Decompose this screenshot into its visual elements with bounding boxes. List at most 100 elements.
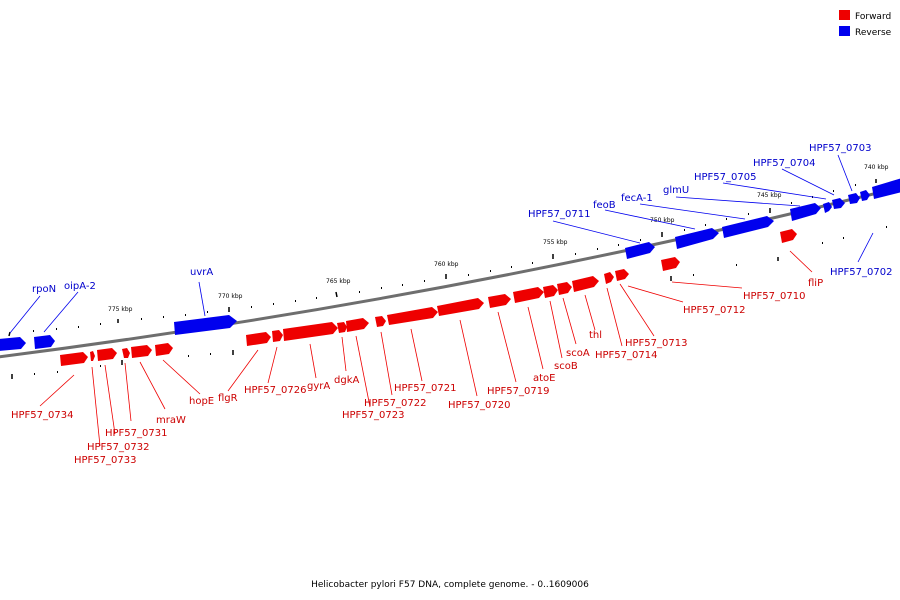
- gene-label-HPF57_0734[interactable]: HPF57_0734: [11, 410, 73, 421]
- gene-label-glmU[interactable]: glmU: [663, 185, 689, 196]
- gene-label-feoB[interactable]: feoB: [593, 200, 616, 211]
- gene-label-uvrA[interactable]: uvrA: [190, 267, 213, 278]
- gene-arrow-HPF57_0719[interactable]: [488, 294, 511, 308]
- gene-arrow-HPF57_0733[interactable]: [90, 351, 95, 361]
- reverse-genes: [0, 178, 900, 351]
- gene-arrow-atoE[interactable]: [513, 287, 544, 303]
- gene-arrow-gyrA[interactable]: [283, 322, 338, 341]
- minor-tick: [791, 202, 792, 204]
- gene-arrow-rpoN[interactable]: [0, 337, 26, 351]
- gene-arrow-HPF57_0702[interactable]: [872, 178, 900, 199]
- minor-tick: [185, 314, 186, 316]
- gene-arrow-HPF57_0734[interactable]: [60, 352, 88, 366]
- minor-tick: [618, 244, 619, 246]
- gene-arrow-HPF57_0705[interactable]: [823, 202, 832, 213]
- leader-line: [9, 295, 41, 334]
- genome-backbone: [0, 185, 900, 359]
- gene-arrow-mraW[interactable]: [131, 345, 152, 358]
- gene-label-oipA-2[interactable]: oipA-2: [64, 281, 96, 292]
- gene-label-HPF57_0705[interactable]: HPF57_0705: [694, 172, 756, 183]
- gene-label-HPF57_0722[interactable]: HPF57_0722: [364, 398, 426, 409]
- gene-arrow-oipA-2[interactable]: [34, 335, 55, 349]
- leader-line: [198, 281, 206, 317]
- leader-line: [162, 359, 201, 395]
- gene-label-dgkA[interactable]: dgkA: [334, 375, 359, 386]
- gene-label-HPF57_0719[interactable]: HPF57_0719: [487, 386, 549, 397]
- gene-label-flgR[interactable]: flgR: [218, 393, 238, 404]
- gene-label-HPF57_0713[interactable]: HPF57_0713: [625, 338, 687, 349]
- leader-line: [562, 297, 577, 345]
- gene-label-HPF57_0732[interactable]: HPF57_0732: [87, 442, 149, 453]
- gene-arrow-HPF57_0720[interactable]: [437, 298, 484, 316]
- gene-label-atoE[interactable]: atoE: [533, 373, 556, 384]
- leader-line: [722, 182, 827, 200]
- gene-arrow-dgkA[interactable]: [337, 322, 347, 333]
- leader-line: [671, 281, 743, 289]
- gene-arrow-HPF57_0703[interactable]: [848, 193, 860, 204]
- tick-label: 775 kbp: [108, 306, 133, 313]
- gene-label-hopE[interactable]: hopE: [189, 396, 214, 407]
- gene-arrow-HPF57_0714[interactable]: [604, 272, 614, 284]
- gene-label-HPF57_0702[interactable]: HPF57_0702: [830, 267, 892, 278]
- gene-label-HPF57_0723[interactable]: HPF57_0723: [342, 410, 404, 421]
- gene-arrow-HPF57_0713[interactable]: [615, 269, 629, 281]
- gene-arrow-HPF57_0711[interactable]: [625, 242, 655, 259]
- gene-arrow-HPF57_0721[interactable]: [387, 307, 438, 325]
- minor-tick: [295, 300, 296, 302]
- gene-arrow-HPF57_0710[interactable]: [661, 257, 680, 271]
- gene-arrow-scoA[interactable]: [557, 282, 572, 295]
- leader-line: [410, 328, 423, 382]
- gene-arrow-glmU[interactable]: [790, 203, 821, 221]
- minor-tick: [251, 306, 252, 308]
- minor-tick: [359, 291, 360, 293]
- gene-label-HPF57_0721[interactable]: HPF57_0721: [394, 383, 456, 394]
- gene-arrow-flgR[interactable]: [246, 332, 271, 346]
- minor-tick: [748, 213, 749, 215]
- leader-line: [527, 306, 544, 370]
- leader-line: [857, 232, 874, 263]
- gene-label-rpoN[interactable]: rpoN: [32, 284, 56, 295]
- gene-arrow-HPF57_0703b[interactable]: [860, 190, 870, 201]
- gene-arrow-scoB[interactable]: [543, 285, 558, 298]
- gene-arrow-HPF57_0731[interactable]: [122, 348, 130, 358]
- gene-arrow-HPF57_0732[interactable]: [97, 348, 117, 361]
- gene-label-HPF57_0703[interactable]: HPF57_0703: [809, 143, 871, 154]
- gene-label-HPF57_0714[interactable]: HPF57_0714: [595, 350, 657, 361]
- gene-arrow-HPF57_0726[interactable]: [272, 330, 283, 342]
- gene-label-scoA[interactable]: scoA: [566, 348, 590, 359]
- gene-arrow-HPF57_0722[interactable]: [375, 316, 386, 327]
- gene-arrow-feoB[interactable]: [675, 228, 719, 249]
- minor-tick: [141, 318, 142, 320]
- minor-tick: [684, 229, 685, 231]
- gene-arrow-fliP[interactable]: [780, 229, 797, 243]
- gene-label-fecA-1[interactable]: fecA-1: [621, 193, 653, 204]
- gene-arrow-HPF57_0704[interactable]: [832, 198, 845, 209]
- leader-line: [459, 319, 478, 397]
- gene-label-HPF57_0711[interactable]: HPF57_0711: [528, 209, 590, 220]
- gene-label-gyrA[interactable]: gyrA: [307, 381, 330, 392]
- legend-label-forward: Forward: [855, 12, 891, 22]
- gene-arrow-hopE[interactable]: [155, 343, 173, 356]
- minor-tick: [726, 218, 727, 220]
- gene-label-HPF57_0733[interactable]: HPF57_0733: [74, 455, 136, 466]
- gene-label-fliP[interactable]: fliP: [808, 278, 823, 289]
- gene-label-HPF57_0704[interactable]: HPF57_0704: [753, 158, 815, 169]
- gene-arrow-thl[interactable]: [572, 276, 599, 292]
- minor-tick: [207, 311, 208, 313]
- leader-line: [39, 374, 75, 407]
- gene-label-thl[interactable]: thl: [589, 330, 602, 341]
- minor-tick: [424, 280, 425, 282]
- minor-tick: [597, 248, 598, 250]
- gene-label-HPF57_0731[interactable]: HPF57_0731: [105, 428, 167, 439]
- gene-label-HPF57_0720[interactable]: HPF57_0720: [448, 400, 510, 411]
- gene-arrow-HPF57_0723[interactable]: [346, 318, 369, 332]
- gene-arrow-uvrA[interactable]: [174, 315, 237, 335]
- gene-label-HPF57_0712[interactable]: HPF57_0712: [683, 305, 745, 316]
- gene-label-HPF57_0710[interactable]: HPF57_0710: [743, 291, 805, 302]
- gene-label-HPF57_0726[interactable]: HPF57_0726: [244, 385, 306, 396]
- gene-arrow-fecA-1[interactable]: [722, 216, 774, 238]
- gene-label-scoB[interactable]: scoB: [554, 361, 578, 372]
- legend-swatch-reverse: [839, 26, 850, 36]
- gene-label-mraW[interactable]: mraW: [156, 415, 186, 426]
